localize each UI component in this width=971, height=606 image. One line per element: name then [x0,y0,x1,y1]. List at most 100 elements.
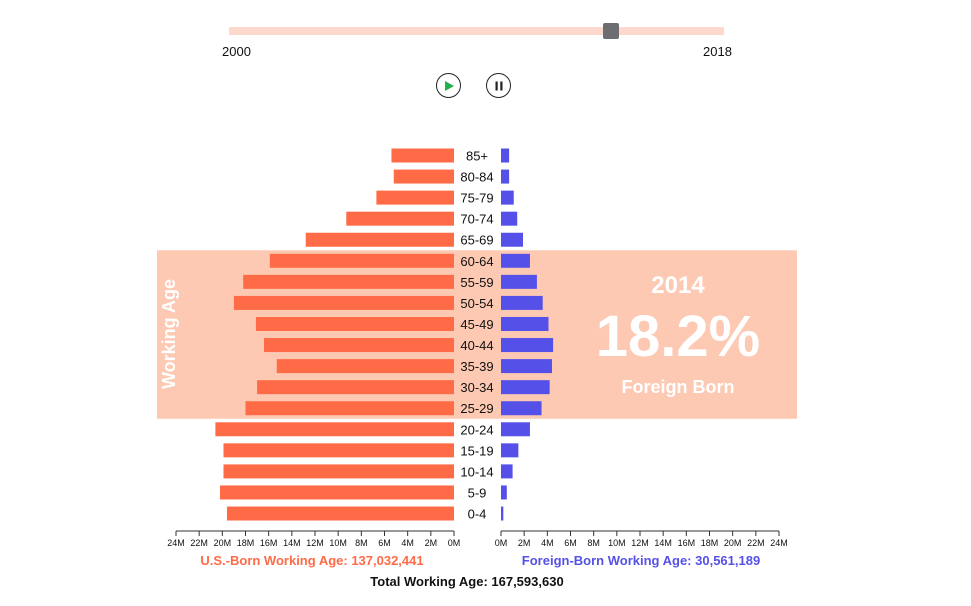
us-born-bar-5-9 [220,485,454,500]
foreign-born-bar-65-69 [501,232,524,247]
foreign-born-bar-85+ [501,148,510,163]
us-born-bar-85+ [391,148,454,163]
us-born-tick-label-14M: 14M [283,538,301,548]
foreign-born-tick-label-20M: 20M [724,538,742,548]
foreign-born-bar-35-39 [501,359,552,374]
age-group-label-25-29: 25-29 [460,401,493,416]
total-summary: Total Working Age: 167,593,630 [370,574,563,589]
foreign-born-bar-30-34 [501,380,550,395]
foreign-born-tick-label-10M: 10M [608,538,626,548]
age-group-labels: 85+ 80-84 75-79 70-74 65-69 60-64 55-59 50-54 45… [460,149,493,522]
us-born-tick-label-18M: 18M [237,538,255,548]
age-group-label-30-34: 30-34 [460,380,493,395]
foreign-born-bar-60-64 [501,253,530,268]
us-born-bar-0-4 [226,506,454,521]
us-born-bar-50-54 [233,295,454,310]
us-born-bar-30-34 [257,380,454,395]
age-group-label-0-4: 0-4 [468,507,487,522]
age-group-label-20-24: 20-24 [460,422,493,437]
foreign-born-tick-label-8M: 8M [587,538,600,548]
foreign-born-bar-15-19 [501,443,519,458]
age-group-label-80-84: 80-84 [460,170,493,185]
pause-icon [495,81,502,90]
us-born-bar-65-69 [305,232,454,247]
us-born-bar-40-44 [264,338,454,353]
us-born-bars [215,148,454,521]
age-group-label-65-69: 65-69 [460,233,493,248]
foreign-born-tick-label-16M: 16M [678,538,696,548]
us-born-tick-label-12M: 12M [306,538,324,548]
year-slider-track[interactable] [229,27,724,35]
us-born-bar-10-14 [223,464,454,479]
age-group-label-10-14: 10-14 [460,464,493,479]
us-born-tick-label-20M: 20M [214,538,232,548]
age-group-label-5-9: 5-9 [468,485,487,500]
foreign-born-tick-label-4M: 4M [541,538,554,548]
play-button[interactable] [436,73,461,98]
age-group-label-15-19: 15-19 [460,443,493,458]
us-born-tick-label-16M: 16M [260,538,278,548]
us-born-tick-label-22M: 22M [190,538,208,548]
foreign-born-tick-label-0M: 0M [495,538,508,548]
us-born-summary: U.S.-Born Working Age: 137,032,441 [200,553,423,568]
foreign-born-tick-label-18M: 18M [701,538,719,548]
foreign-born-bar-55-59 [501,274,537,289]
foreign-born-tick-label-12M: 12M [631,538,649,548]
us-born-bar-55-59 [243,274,454,289]
us-born-tick-label-24M: 24M [167,538,185,548]
foreign-born-axis: 0M 2M 4M 6M 8M 10M 12M 14M 16M 18M 20M 22M 24M [495,530,788,548]
highlight-year: 2014 [651,272,705,299]
working-age-label: Working Age [159,279,179,389]
foreign-born-bar-0-4 [501,506,504,521]
age-group-label-85+: 85+ [466,149,488,164]
us-born-bar-45-49 [255,316,454,331]
us-born-tick-label-4M: 4M [401,538,414,548]
foreign-born-bar-20-24 [501,422,530,437]
foreign-born-bar-10-14 [501,464,513,479]
us-born-bar-70-74 [346,211,454,226]
age-group-label-55-59: 55-59 [460,275,493,290]
us-born-bar-25-29 [245,401,454,416]
us-born-bar-60-64 [269,253,454,268]
foreign-born-bar-75-79 [501,190,514,205]
foreign-born-bar-40-44 [501,338,554,353]
age-group-label-60-64: 60-64 [460,254,493,269]
us-born-axis: 24M 22M 20M 18M 16M 14M 12M 10M 8M 6M 4M 2M 0M [167,530,460,548]
foreign-born-bar-80-84 [501,169,510,184]
foreign-born-bar-5-9 [501,485,507,500]
us-born-tick-label-10M: 10M [329,538,347,548]
us-born-tick-label-2M: 2M [425,538,438,548]
us-born-tick-label-8M: 8M [355,538,368,548]
slider-end-label: 2018 [703,44,732,59]
age-group-label-75-79: 75-79 [460,191,493,206]
foreign-born-bar-25-29 [501,401,542,416]
age-group-label-70-74: 70-74 [460,212,493,227]
play-icon [444,80,454,91]
us-born-bar-20-24 [215,422,454,437]
foreign-born-percent: 18.2% [596,304,760,369]
foreign-born-tick-label-14M: 14M [654,538,672,548]
age-group-label-50-54: 50-54 [460,296,493,311]
age-group-label-35-39: 35-39 [460,359,493,374]
year-slider-handle[interactable] [603,23,619,39]
foreign-born-tick-label-6M: 6M [564,538,577,548]
pause-button[interactable] [486,73,511,98]
us-born-tick-label-6M: 6M [378,538,391,548]
foreign-born-bar-70-74 [501,211,518,226]
slider-start-label: 2000 [222,44,251,59]
foreign-born-bar-50-54 [501,295,543,310]
age-group-label-40-44: 40-44 [460,338,493,353]
foreign-born-summary: Foreign-Born Working Age: 30,561,189 [522,553,760,568]
us-born-bar-35-39 [276,359,454,374]
us-born-bar-15-19 [223,443,454,458]
us-born-bar-75-79 [376,190,454,205]
foreign-born-bar-45-49 [501,316,549,331]
age-group-label-45-49: 45-49 [460,317,493,332]
foreign-born-tick-label-22M: 22M [747,538,765,548]
us-born-bar-80-84 [393,169,454,184]
foreign-born-tick-label-2M: 2M [518,538,531,548]
foreign-born-caption: Foreign Born [622,377,735,397]
foreign-born-bars [501,148,554,521]
